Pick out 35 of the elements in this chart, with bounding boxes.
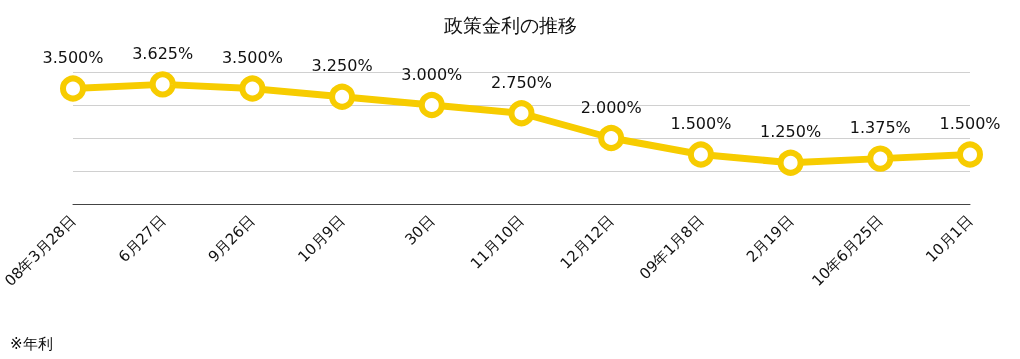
x-tick-label: 6月27日	[114, 211, 170, 266]
data-label: 2.000%	[580, 97, 642, 117]
data-label: 3.500%	[221, 48, 283, 67]
point	[239, 75, 266, 102]
point	[867, 145, 894, 172]
data-label: 2.750%	[490, 72, 552, 92]
x-tick-label: 09年1月8日	[635, 211, 708, 284]
x-tick-label: 08年3月28日	[1, 211, 80, 290]
point	[687, 141, 714, 168]
x-tick-label: 9月26日	[204, 211, 259, 266]
point	[418, 92, 445, 118]
x-tick-label: 10年6月25日	[808, 211, 887, 290]
data-label: 3.250%	[311, 56, 373, 76]
chart-title: 政策金利の推移	[443, 13, 577, 36]
data-label: 1.375%	[849, 118, 911, 138]
text: ※年利	[10, 334, 53, 353]
x-tick-label: 2月19日	[742, 211, 797, 266]
x-tick-label: 30日	[401, 211, 439, 249]
data-label: 3.625%	[132, 43, 194, 63]
x-tick-label: 12月12日	[556, 211, 618, 273]
point	[957, 141, 983, 168]
x-tick-label: 10月1日	[922, 211, 977, 266]
data-label: 1.500%	[939, 114, 1001, 133]
data-label: 1.250%	[760, 122, 822, 142]
point	[508, 100, 535, 127]
point	[598, 125, 625, 151]
data-label: 1.500%	[670, 114, 732, 133]
point	[777, 149, 804, 176]
x-tick-label: 11月10日	[466, 211, 528, 273]
x-tick-label: 10月9日	[294, 211, 349, 266]
data-label: 3.000%	[401, 64, 463, 84]
point	[329, 83, 356, 110]
data-label: 3.500%	[42, 48, 104, 67]
point	[60, 75, 86, 102]
point	[149, 71, 176, 98]
